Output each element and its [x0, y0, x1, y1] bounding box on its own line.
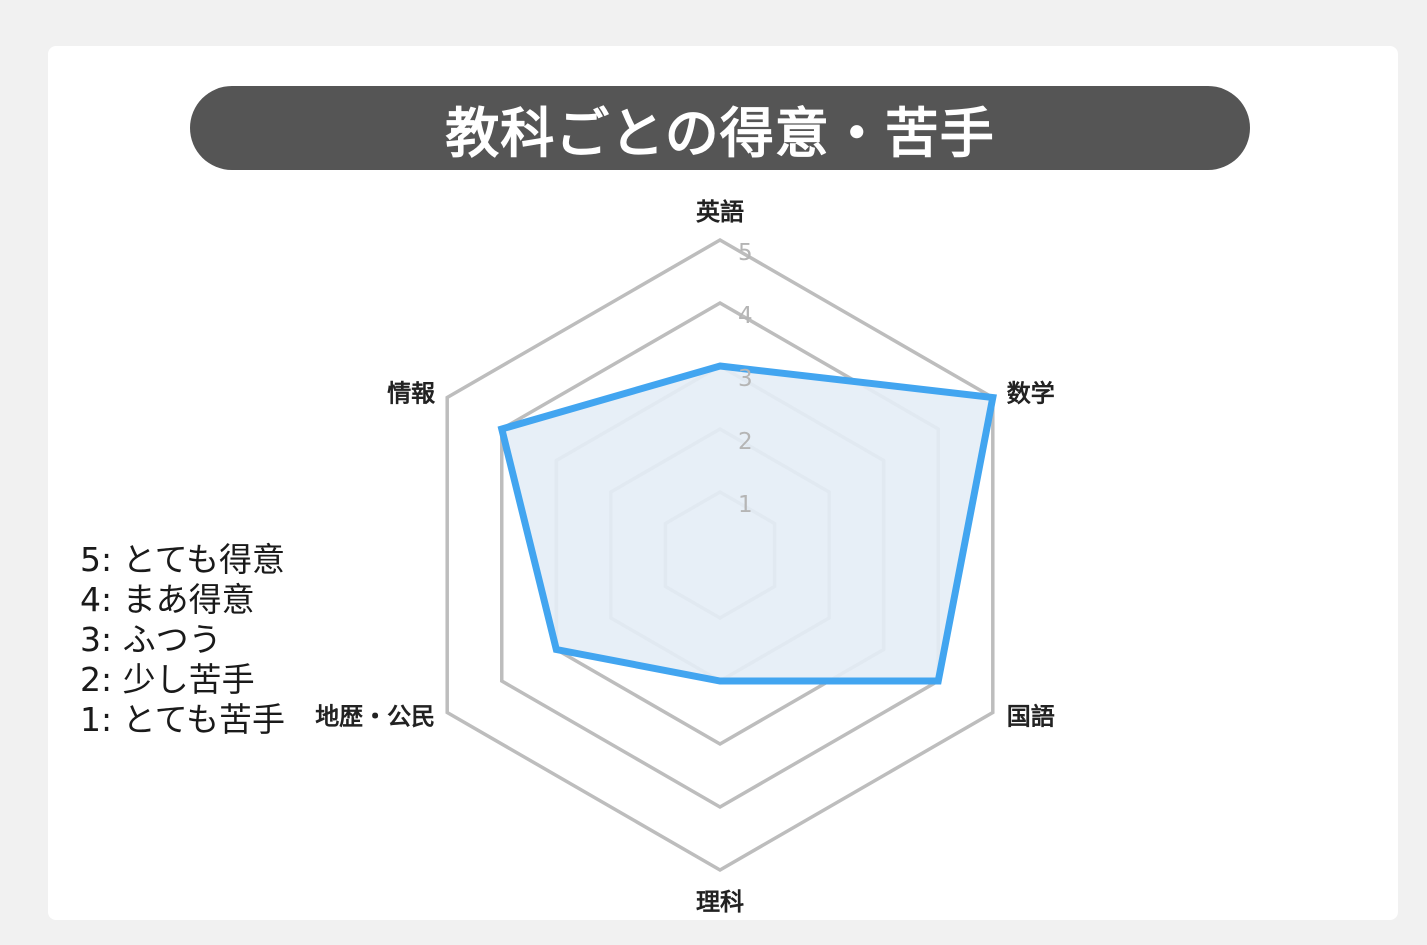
- radar-ticks: 1 2 3 4 5: [738, 240, 753, 518]
- title-bar: 教科ごとの得意・苦手: [190, 86, 1250, 170]
- tick-label-4: 4: [738, 303, 753, 329]
- scale-legend: 5: とても得意 4: まあ得意 3: ふつう 2: 少し苦手 1: とても苦手: [80, 540, 320, 740]
- axis-label-3: 理科: [696, 888, 744, 916]
- scale-legend-item-4: 4: まあ得意: [80, 580, 255, 619]
- tick-label-1: 1: [738, 492, 753, 518]
- axis-label-1: 数学: [1007, 380, 1055, 408]
- axis-label-5: 情報: [387, 380, 436, 408]
- chart-title: 教科ごとの得意・苦手: [445, 101, 995, 165]
- radar-series: [497, 362, 997, 685]
- scale-legend-item-3: 3: ふつう: [80, 620, 222, 659]
- axis-label-0: 英語: [696, 198, 744, 226]
- scale-legend-item-1: 1: とても苦手: [80, 700, 285, 739]
- series-polygon: [497, 362, 997, 685]
- scale-legend-item-5: 5: とても得意: [80, 540, 285, 579]
- axis-label-4: 地歴・公民: [315, 703, 435, 731]
- scale-legend-item-2: 2: 少し苦手: [80, 660, 255, 699]
- axis-label-2: 国語: [1007, 703, 1055, 731]
- tick-label-2: 2: [738, 429, 753, 455]
- tick-label-5: 5: [738, 240, 753, 266]
- tick-label-3: 3: [738, 366, 753, 392]
